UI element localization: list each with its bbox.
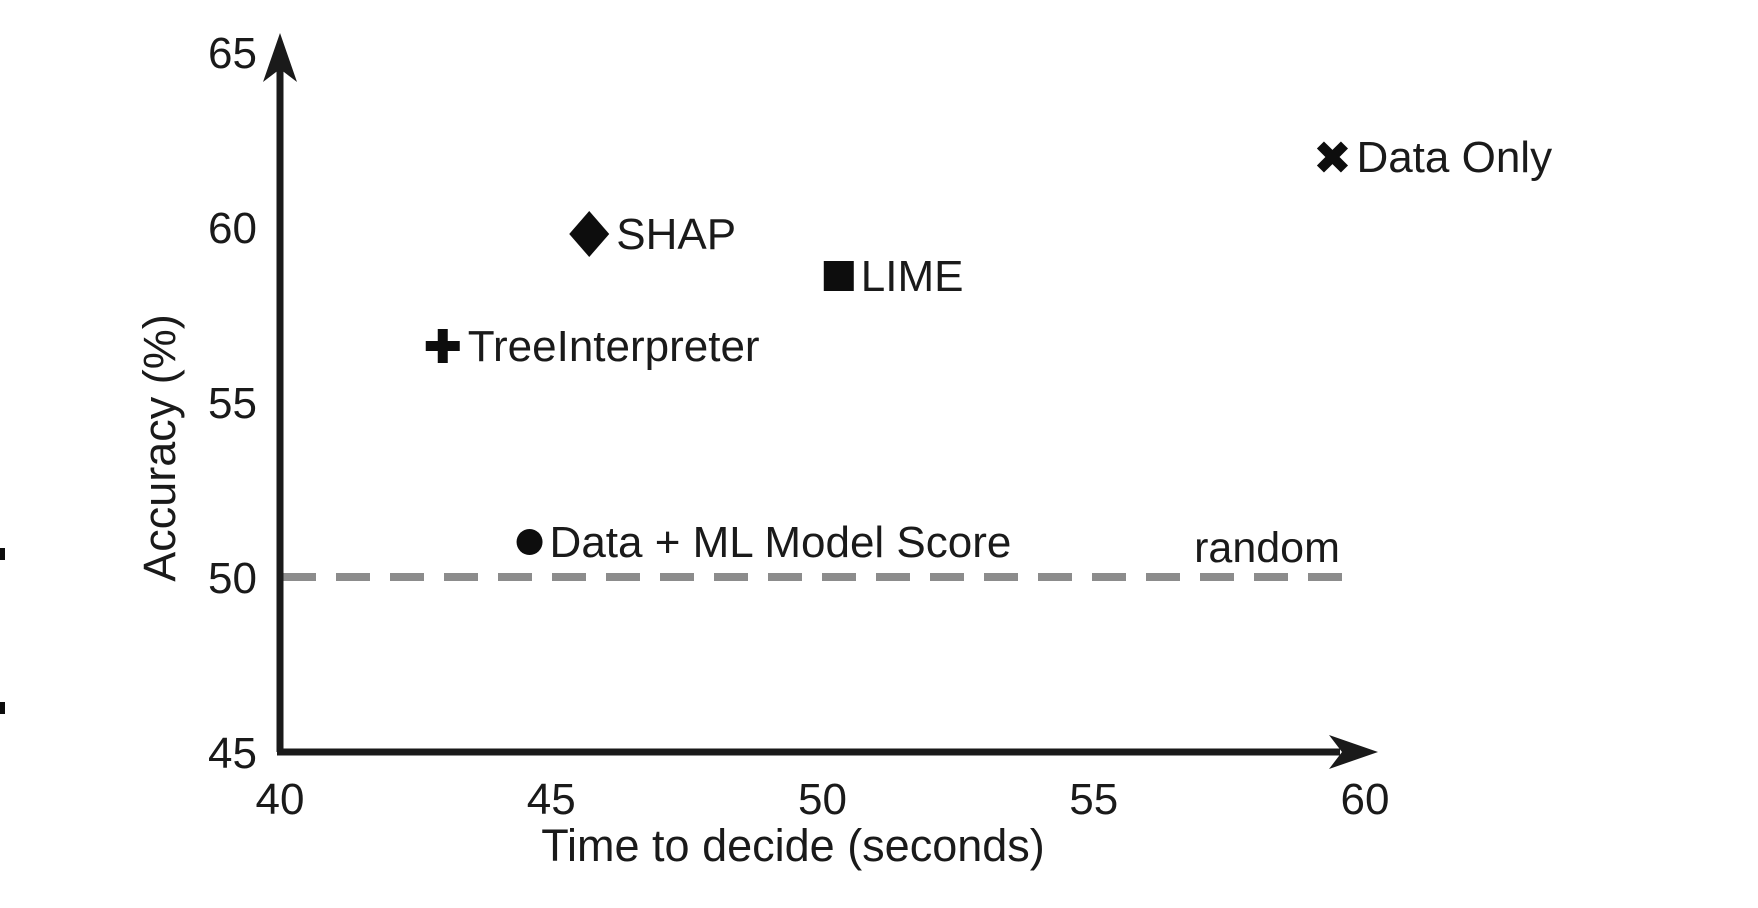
random-baseline-label: random [1194, 524, 1340, 572]
y-axis-title: Accuracy (%) [134, 314, 185, 582]
y-tick-label-55: 55 [208, 379, 257, 428]
y-tick-label-60: 60 [208, 204, 257, 253]
clipped-edge-artifact [0, 702, 5, 714]
marker-data-ml-model-score-icon [516, 529, 543, 555]
marker-shap-icon [569, 211, 610, 257]
x-tick-label-50: 50 [798, 775, 847, 824]
x-tick-label-60: 60 [1341, 775, 1390, 824]
x-tick-label-40: 40 [256, 775, 305, 824]
x-axis-title: Time to decide (seconds) [541, 820, 1045, 871]
point-label-shap: SHAP [616, 210, 736, 259]
y-tick-label-45: 45 [208, 729, 257, 778]
marker-lime-icon [823, 261, 854, 291]
point-label-data-ml-model-score: Data + ML Model Score [550, 518, 1012, 567]
point-label-treeinterpreter: TreeInterpreter [468, 322, 760, 371]
point-label-data-only: Data Only [1356, 133, 1552, 182]
y-tick-label-50: 50 [208, 554, 257, 603]
clipped-edge-artifact [0, 548, 5, 560]
point-label-lime: LIME [861, 252, 964, 301]
y-tick-label-65: 65 [208, 29, 257, 78]
x-tick-label-45: 45 [527, 775, 576, 824]
y-axis-arrowhead-icon [263, 33, 297, 82]
marker-data-only-icon [1316, 141, 1349, 173]
x-axis-arrowhead-icon [1329, 735, 1378, 769]
marker-treeinterpreter-icon [425, 329, 460, 363]
x-tick-label-55: 55 [1069, 775, 1118, 824]
